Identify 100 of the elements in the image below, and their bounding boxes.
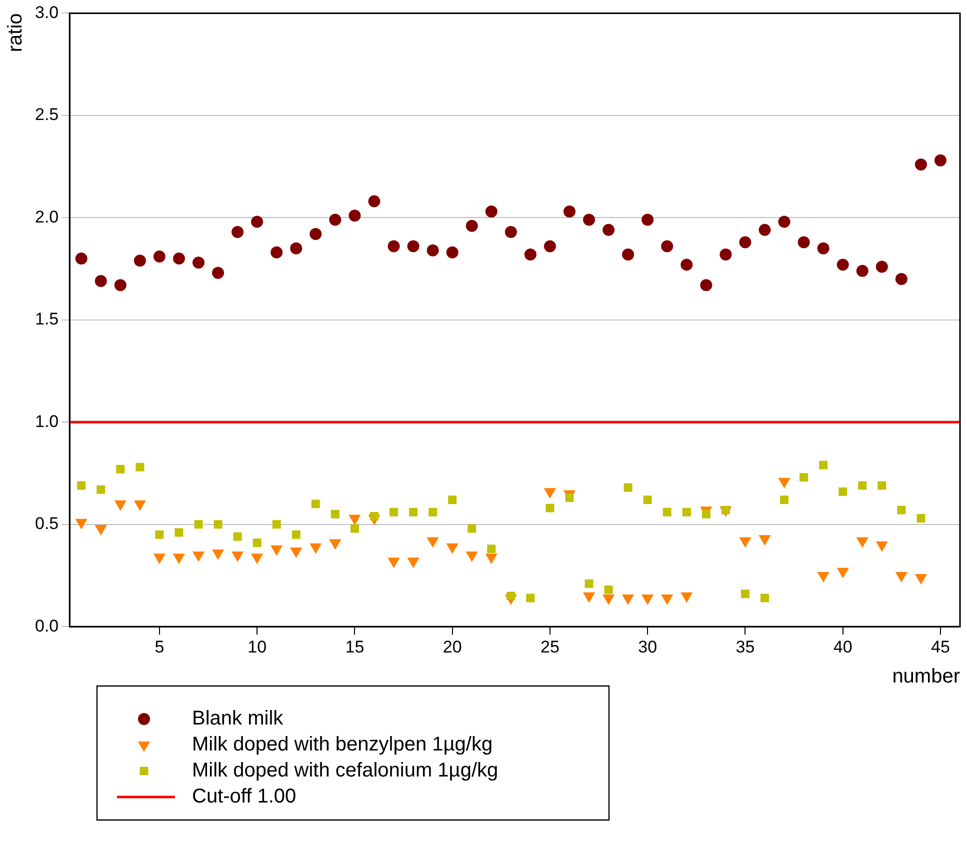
point <box>897 506 906 514</box>
legend-label: Milk doped with benzylpen 1µg/kg <box>192 734 493 756</box>
point <box>233 532 242 541</box>
point <box>643 496 652 504</box>
point <box>526 594 535 602</box>
point <box>642 594 654 605</box>
point <box>448 496 457 504</box>
point <box>407 558 420 568</box>
point <box>270 246 283 258</box>
y-tick-label: 2.0 <box>34 207 59 226</box>
point <box>311 500 320 508</box>
point <box>426 537 439 548</box>
point <box>778 216 790 228</box>
point <box>348 210 361 222</box>
point <box>290 547 302 558</box>
point <box>778 478 790 488</box>
point <box>96 485 106 494</box>
x-tick-label: 25 <box>540 637 560 656</box>
point <box>172 252 185 265</box>
point <box>446 246 458 258</box>
point <box>94 524 107 536</box>
point <box>428 508 438 516</box>
point <box>780 496 789 504</box>
point <box>876 260 888 273</box>
point <box>565 494 574 502</box>
point <box>251 554 264 564</box>
point <box>426 244 439 256</box>
point <box>642 214 654 226</box>
y-tick-label: 1.5 <box>34 310 59 329</box>
y-tick-label: 2.5 <box>34 105 59 124</box>
point <box>878 481 886 490</box>
point <box>602 224 615 236</box>
point <box>680 592 693 603</box>
point <box>192 256 204 269</box>
point <box>252 538 262 548</box>
point <box>153 250 166 263</box>
point <box>485 206 498 218</box>
point <box>838 487 848 496</box>
point <box>739 537 752 548</box>
point <box>524 248 536 260</box>
y-tick-label: 3.0 <box>34 2 59 22</box>
point <box>388 240 400 252</box>
point <box>329 539 342 550</box>
point <box>662 508 672 516</box>
point <box>485 554 498 564</box>
point <box>330 510 340 518</box>
point <box>622 594 634 605</box>
point <box>624 483 632 492</box>
point <box>466 552 478 562</box>
point <box>544 488 556 499</box>
point <box>390 508 398 516</box>
point <box>136 462 144 472</box>
y-axis-title: ratio <box>4 13 27 52</box>
point <box>487 544 496 554</box>
point <box>858 481 867 490</box>
point <box>856 537 868 548</box>
point <box>348 514 361 526</box>
point <box>700 279 712 292</box>
point <box>194 520 203 529</box>
point <box>292 530 300 539</box>
point <box>916 514 926 522</box>
x-tick-label: 5 <box>154 637 164 656</box>
point <box>172 554 186 564</box>
x-tick-label: 45 <box>931 637 950 656</box>
point <box>836 568 849 578</box>
point <box>582 592 596 603</box>
point <box>602 594 615 605</box>
point <box>407 240 420 252</box>
point <box>290 242 302 254</box>
point <box>155 530 164 539</box>
point <box>310 228 322 240</box>
point <box>212 266 224 279</box>
point <box>934 154 946 166</box>
point <box>174 528 184 537</box>
point <box>134 500 146 511</box>
point <box>134 254 146 267</box>
point <box>817 572 830 582</box>
point <box>272 520 281 529</box>
point <box>622 248 634 260</box>
point <box>75 518 88 530</box>
point <box>661 594 674 605</box>
point <box>546 504 554 512</box>
point <box>856 264 868 277</box>
x-tick-label: 20 <box>442 637 462 656</box>
point <box>368 195 380 208</box>
point <box>214 520 222 529</box>
point <box>739 236 752 248</box>
point <box>760 594 769 602</box>
point <box>895 273 908 286</box>
point <box>604 586 613 594</box>
point <box>114 500 126 511</box>
point <box>817 242 830 254</box>
legend-label: Milk doped with cefalonium 1µg/kg <box>192 760 498 782</box>
point <box>544 240 556 252</box>
x-axis-title: number <box>892 666 960 688</box>
y-tick-label: 0.0 <box>34 616 59 636</box>
y-tick-label: 0.5 <box>34 514 59 534</box>
point <box>819 460 828 470</box>
point <box>75 252 88 265</box>
point <box>914 574 928 585</box>
